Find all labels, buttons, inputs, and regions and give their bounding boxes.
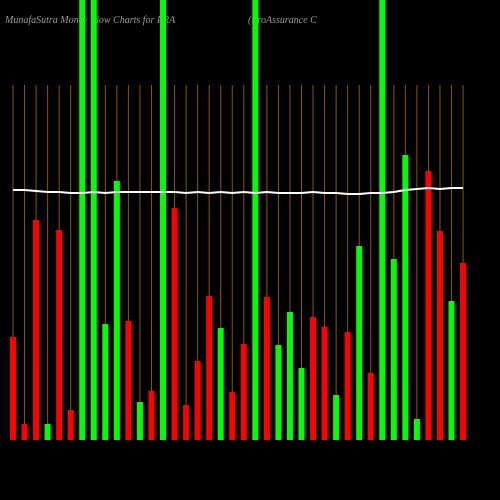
- flow-line: [13, 186, 464, 195]
- bar: [252, 0, 259, 440]
- bar: [436, 231, 443, 440]
- bar: [275, 345, 282, 440]
- bar: [171, 208, 178, 440]
- bar: [21, 424, 28, 440]
- bar: [356, 246, 363, 440]
- bar: [402, 155, 409, 440]
- bar: [113, 181, 120, 440]
- bar: [136, 402, 143, 440]
- bar: [240, 344, 247, 440]
- bar: [183, 405, 190, 440]
- bar: [90, 0, 97, 440]
- bar: [448, 301, 455, 440]
- bar: [333, 395, 340, 440]
- bar: [79, 0, 86, 440]
- bar: [125, 321, 132, 440]
- bar: [460, 263, 467, 440]
- bar: [160, 0, 167, 440]
- bar: [286, 312, 293, 440]
- bar: [344, 332, 351, 440]
- bar: [194, 361, 201, 440]
- bar: [10, 337, 16, 440]
- bar: [390, 259, 397, 440]
- bar: [263, 297, 270, 440]
- chart-title: MunafaSutra Money Flow Charts for PRA: [4, 15, 176, 26]
- bar: [413, 419, 420, 440]
- bar: [217, 328, 224, 440]
- bar: [102, 324, 109, 440]
- bar: [425, 171, 432, 440]
- bar: [148, 391, 155, 440]
- bar: [229, 392, 236, 440]
- bar: [206, 296, 213, 440]
- bar: [67, 410, 74, 440]
- bar: [33, 220, 40, 440]
- bar: [298, 368, 305, 440]
- bar: [321, 327, 328, 440]
- bar: [44, 424, 51, 440]
- bar: [56, 230, 63, 440]
- bar: [379, 0, 386, 440]
- bar: [367, 373, 374, 440]
- bar: [310, 317, 317, 440]
- chart-subtitle: (ProAssurance C: [248, 15, 317, 26]
